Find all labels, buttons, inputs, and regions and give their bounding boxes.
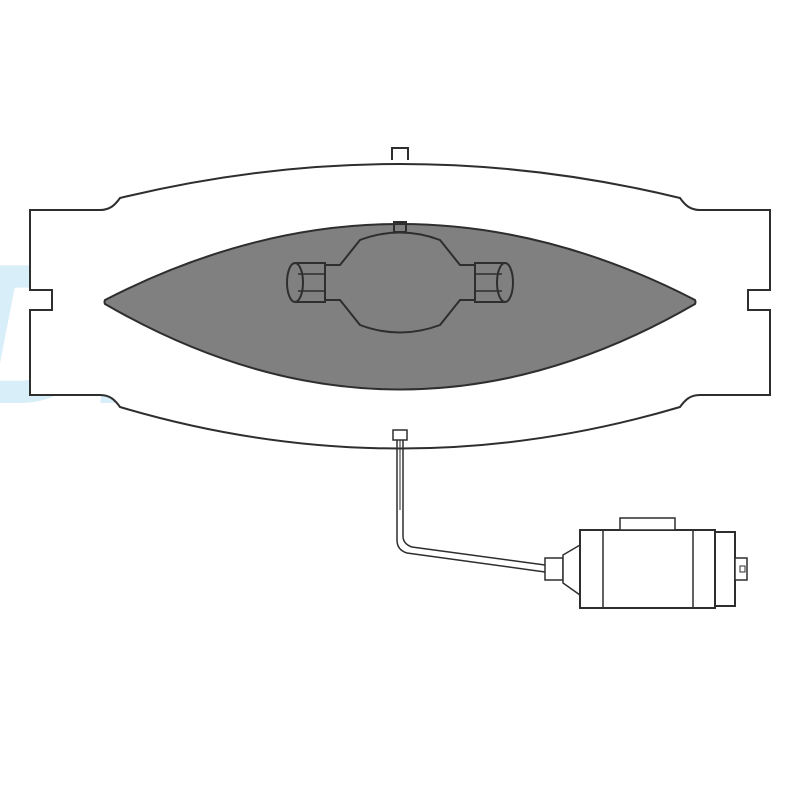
top-nub <box>392 148 408 160</box>
brake-pad-diagram <box>0 0 800 800</box>
sensor-connector <box>545 518 747 608</box>
wear-sensor-wire-assembly <box>393 430 747 608</box>
